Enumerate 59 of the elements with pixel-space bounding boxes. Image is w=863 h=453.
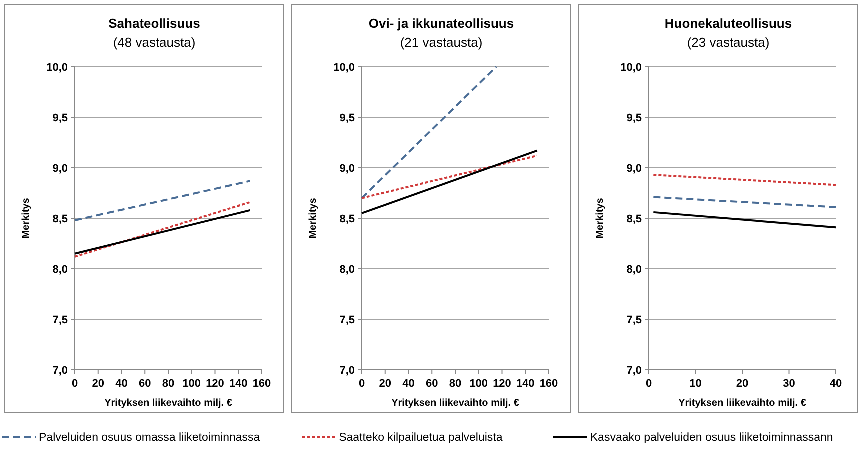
x-tick-label: 20	[736, 378, 749, 390]
x-tick-label: 60	[139, 378, 152, 390]
y-tick-label: 8,0	[52, 264, 68, 276]
x-tick-label: 80	[449, 378, 462, 390]
y-axis-title: Merkitys	[308, 198, 319, 239]
y-tick-label: 7,0	[626, 365, 642, 377]
legend-label: Saatteko kilpailuetua palveluista	[339, 432, 504, 444]
x-tick-label: 0	[646, 378, 652, 390]
y-tick-label: 9,5	[52, 112, 68, 124]
y-tick-label: 9,0	[52, 163, 68, 175]
x-tick-label: 140	[516, 378, 535, 390]
chart-subtitle: (21 vastausta)	[400, 35, 483, 50]
x-tick-label: 160	[540, 378, 558, 390]
y-tick-label: 7,0	[52, 365, 68, 377]
y-tick-label: 9,0	[626, 163, 642, 175]
x-tick-label: 60	[426, 378, 438, 390]
chart-subtitle: (23 vastausta)	[687, 35, 770, 50]
y-tick-label: 9,0	[340, 163, 355, 175]
x-tick-label: 20	[379, 378, 392, 390]
chart-title: Huonekaluteollisuus	[664, 16, 792, 31]
x-tick-label: 40	[116, 378, 128, 390]
x-tick-label: 10	[690, 378, 702, 390]
x-tick-label: 0	[72, 378, 78, 390]
y-tick-label: 9,5	[340, 112, 355, 124]
y-tick-label: 8,5	[52, 214, 68, 226]
x-axis-title: Yrityksen liikevaihto milj. €	[678, 398, 807, 409]
y-tick-label: 7,5	[52, 314, 68, 326]
y-tick-label: 8,5	[340, 214, 355, 226]
x-tick-label: 20	[92, 378, 104, 390]
x-tick-label: 80	[162, 378, 175, 390]
x-tick-label: 120	[206, 378, 224, 390]
chart-title: Sahateollisuus	[108, 16, 200, 31]
x-tick-label: 0	[358, 378, 366, 390]
x-tick-label: 100	[182, 378, 202, 390]
x-tick-label: 100	[470, 378, 488, 390]
y-axis-title: Merkitys	[595, 198, 606, 239]
y-tick-label: 10,0	[620, 62, 642, 74]
x-tick-label: 30	[783, 378, 796, 390]
y-tick-label: 7,0	[340, 365, 355, 377]
x-tick-label: 160	[252, 378, 272, 390]
y-tick-label: 9,5	[626, 112, 642, 124]
y-tick-label: 10,0	[46, 62, 68, 74]
chart-subtitle: (48 vastausta)	[113, 35, 196, 50]
chart-title: Ovi- ja ikkunateollisuus	[368, 16, 514, 31]
x-axis-title: Yrityksen liikevaihto milj. €	[392, 398, 520, 409]
y-tick-label: 7,5	[626, 314, 642, 326]
y-tick-label: 8,0	[626, 264, 642, 276]
y-tick-label: 7,5	[340, 314, 355, 326]
x-tick-label: 140	[229, 378, 248, 390]
legend-label: Palveluiden osuus omassa liiketoiminnassa	[39, 432, 261, 444]
y-tick-label: 8,0	[340, 264, 355, 276]
y-tick-label: 10,0	[334, 62, 355, 74]
x-tick-label: 40	[402, 378, 415, 390]
legend-label: Kasvaako palveluiden osuus liiketoiminnassann	[590, 432, 834, 444]
x-tick-label: 120	[493, 378, 512, 390]
x-axis-title: Yrityksen liikevaihto milj. €	[104, 398, 233, 409]
x-tick-label: 40	[830, 378, 842, 390]
y-tick-label: 8,5	[626, 214, 642, 226]
y-axis-title: Merkitys	[21, 198, 32, 239]
